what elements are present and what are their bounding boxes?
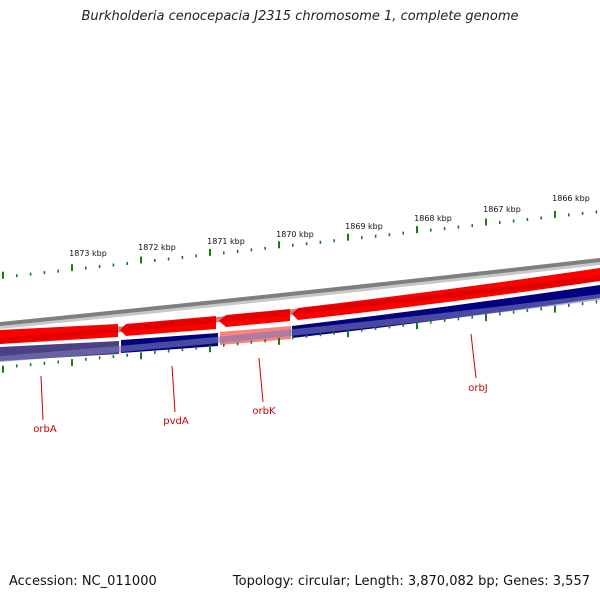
- gene-label-orbK[interactable]: orbK: [252, 406, 276, 417]
- map-title: Burkholderia cenocepacia J2315 chromosom…: [81, 9, 519, 24]
- kbp-label-1867: 1867 kbp: [483, 205, 521, 214]
- kbp-label-1872: 1872 kbp: [138, 243, 176, 252]
- gene-label-pvdA[interactable]: pvdA: [163, 416, 189, 427]
- gene-label-orbA[interactable]: orbA: [33, 424, 57, 435]
- backbone: [0, 258, 600, 326]
- kbp-labels: 1873 kbp 1872 kbp 1871 kbp 1870 kbp 1869…: [69, 194, 590, 258]
- leader-orbA: [40, 375, 44, 421]
- forward-strand-shade: [0, 276, 600, 344]
- leader-pvdA: [171, 365, 176, 413]
- kbp-label-1869: 1869 kbp: [345, 222, 383, 231]
- leader-orbK: [258, 357, 264, 403]
- outer-tick-ruler: [2, 210, 598, 279]
- accession-text: Accession: NC_011000: [9, 574, 157, 589]
- kbp-label-1871: 1871 kbp: [207, 237, 245, 246]
- kbp-label-1866: 1866 kbp: [552, 194, 590, 203]
- kbp-label-1868: 1868 kbp: [414, 214, 452, 223]
- forward-strand: [0, 268, 600, 344]
- kbp-label-1870: 1870 kbp: [276, 230, 314, 239]
- genome-summary: Topology: circular; Length: 3,870,082 bp…: [232, 574, 590, 589]
- reverse-strand-shade: [0, 294, 600, 362]
- gene-label-leaders: [40, 333, 477, 421]
- inner-tick-ruler: [2, 300, 598, 373]
- gene-labels: orbA pvdA orbK orbJ: [33, 383, 487, 435]
- kbp-label-1873: 1873 kbp: [69, 249, 107, 258]
- gene-label-orbJ[interactable]: orbJ: [468, 383, 488, 394]
- leader-orbJ: [470, 333, 477, 379]
- reverse-strand: [0, 285, 600, 362]
